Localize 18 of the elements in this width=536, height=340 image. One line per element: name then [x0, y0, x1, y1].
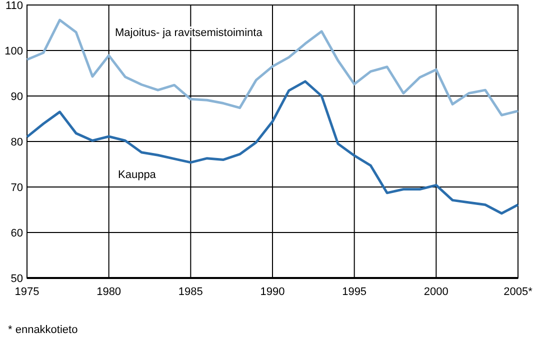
x-tick-label: 2000: [424, 286, 448, 298]
y-tick-label: 50: [10, 273, 23, 285]
series-label: Kauppa: [118, 169, 157, 181]
x-tick-label: 1990: [260, 286, 285, 298]
y-tick-label: 100: [4, 46, 23, 58]
text: * ennakkotieto: [8, 324, 78, 336]
line-series: [26, 18, 520, 116]
y-tick-label: 110: [5, 0, 23, 12]
x-tick-label: 1985: [178, 286, 203, 298]
line-series: [26, 80, 520, 215]
y-tick-label: 90: [10, 91, 23, 103]
x-tick-label: 1995: [342, 286, 367, 298]
x-tick-label: 2005*: [504, 286, 534, 298]
y-tick-label: 70: [10, 182, 23, 194]
y-tick-label: 80: [10, 136, 23, 148]
y-tick-label: 60: [10, 228, 23, 240]
x-tick-label: 1975: [14, 286, 40, 298]
x-tick-label: 1980: [96, 286, 122, 298]
